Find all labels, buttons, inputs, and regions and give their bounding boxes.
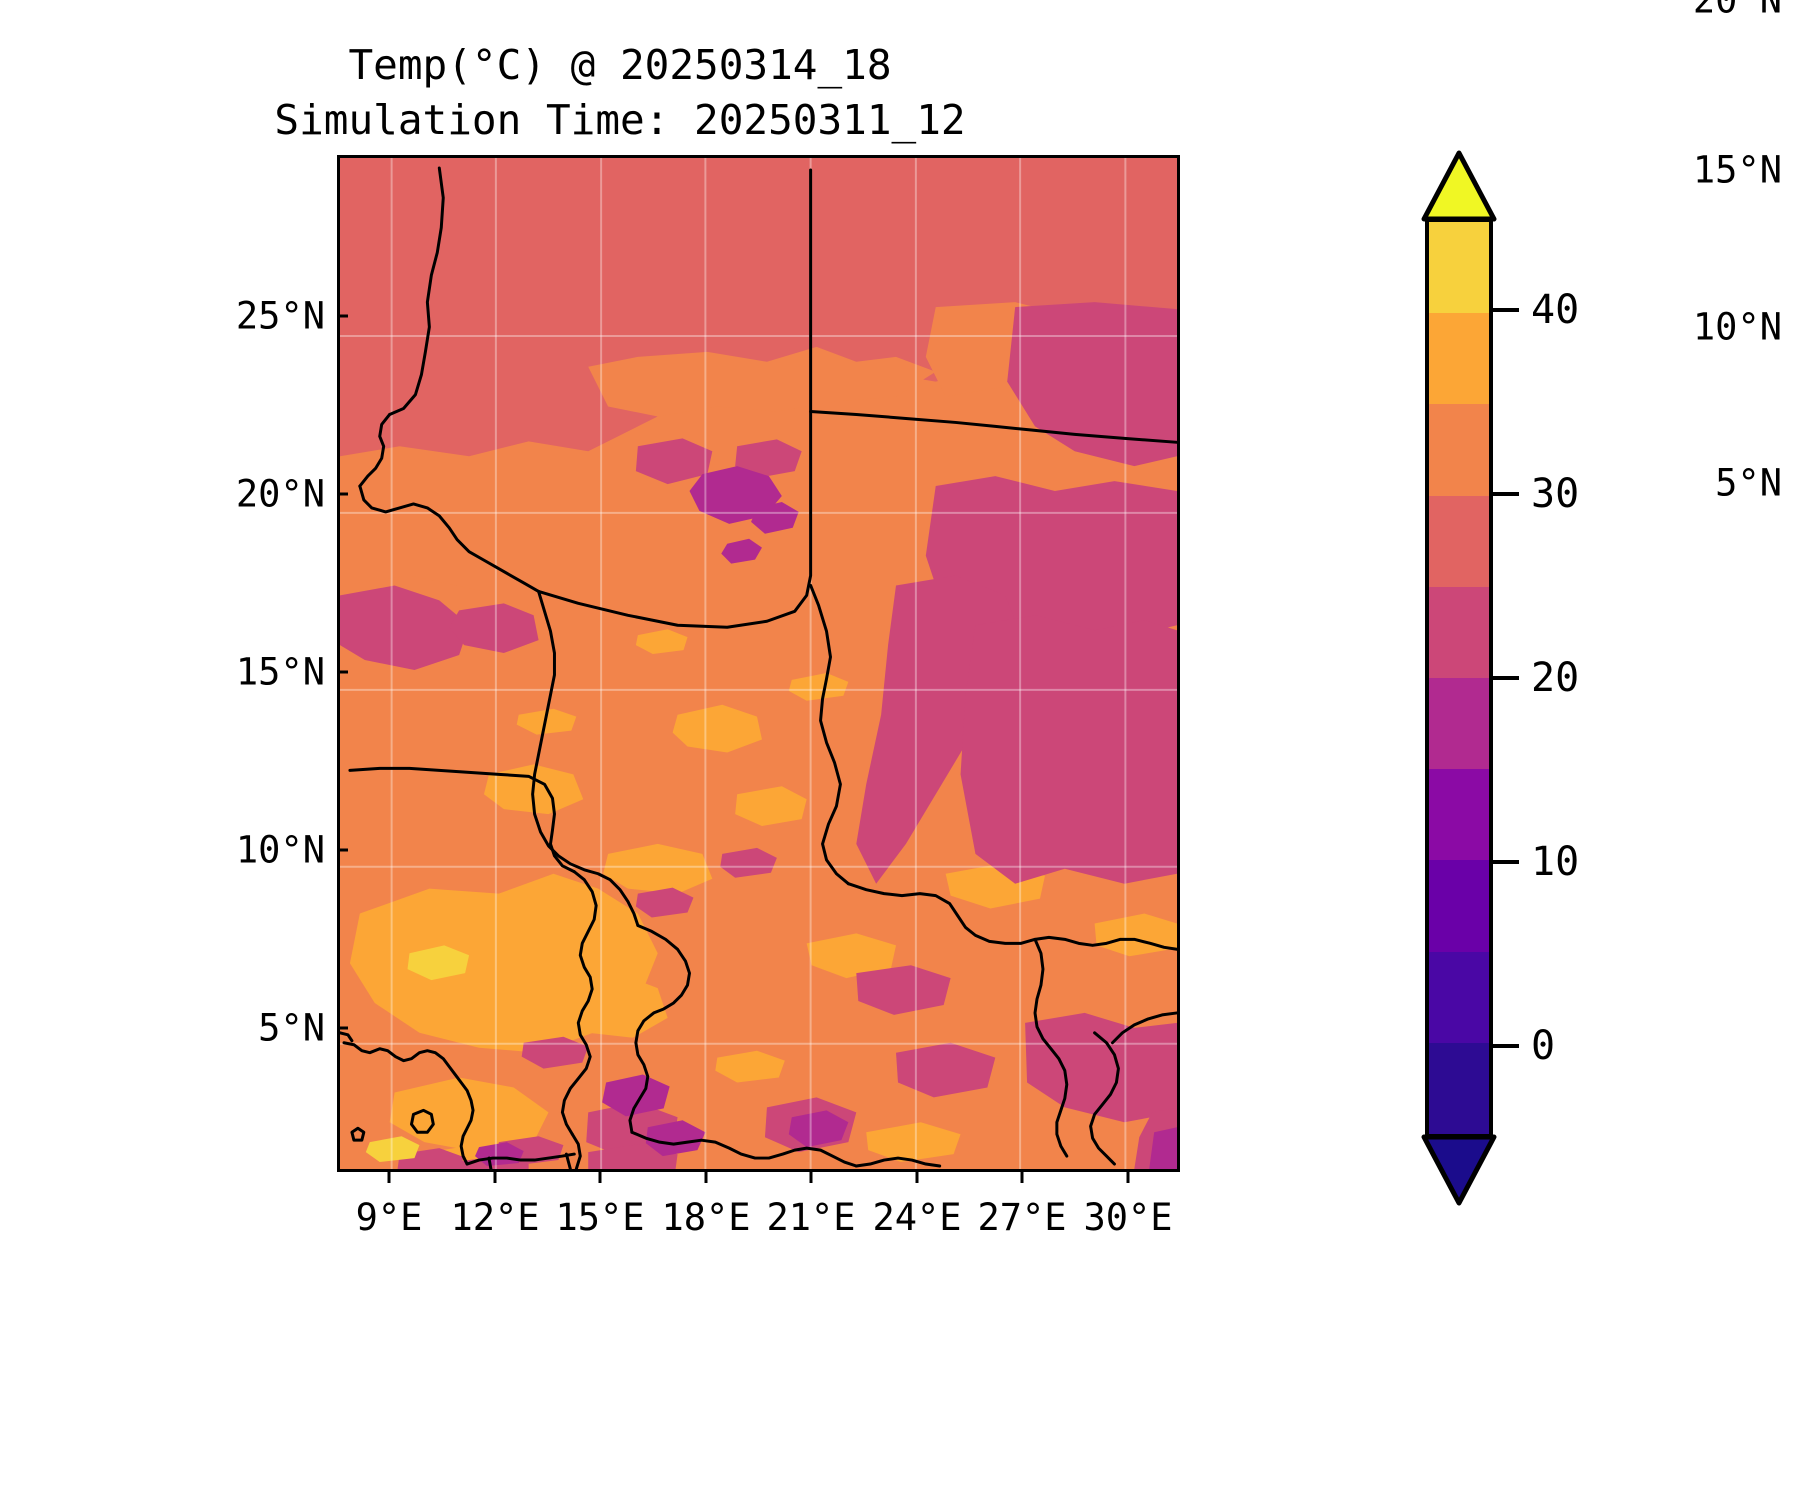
- title-line-primary: Temp(°C) @ 20250314_18: [348, 41, 892, 89]
- ytick-label-5n: 5°N: [1715, 461, 1782, 505]
- ytick-15n: 15°N: [235, 650, 325, 694]
- xtick-15e: 15°E: [555, 1196, 645, 1239]
- colorbar-label-20: 20: [1531, 655, 1580, 701]
- colorbar-label-10: 10: [1531, 839, 1580, 885]
- colorbar-segment-20-25: [1429, 586, 1489, 678]
- colorbar-segment-35-40: [1429, 313, 1489, 405]
- country-borders: [340, 166, 1177, 1169]
- xtick-30e: 30°E: [1083, 1196, 1173, 1239]
- ytick-20n: 20°N: [235, 472, 325, 516]
- colorbar[interactable]: 40 30 20 10 0: [1421, 150, 1755, 1220]
- colorbar-label-30: 30: [1531, 471, 1580, 517]
- ytick-label-15n: 15°N: [1692, 148, 1782, 192]
- xtick-18e: 18°E: [661, 1196, 751, 1239]
- ytick-5n: 5°N: [258, 1006, 325, 1050]
- colorbar-segment-minus5-0: [1429, 1042, 1489, 1134]
- temperature-field: [340, 158, 1177, 1169]
- colorbar-under-arrow: [1421, 1134, 1497, 1206]
- xtick-27e: 27°E: [977, 1196, 1067, 1239]
- ytick-label-20n: 20°N: [1692, 0, 1782, 22]
- colorbar-segment-5-10: [1429, 860, 1489, 952]
- figure-title: Temp(°C) @ 20250314_18 Simulation Time: …: [0, 38, 1240, 148]
- ytick-10n: 10°N: [235, 828, 325, 872]
- colorbar-segment-15-20: [1429, 678, 1489, 770]
- xtick-21e: 21°E: [766, 1196, 856, 1239]
- colorbar-segment-25-30: [1429, 495, 1489, 587]
- x-axis: 9°E 12°E 15°E 18°E 21°E 24°E 27°E 30°E: [0, 1172, 1800, 1252]
- xtick-12e: 12°E: [450, 1196, 540, 1239]
- colorbar-segment-40-45: [1429, 222, 1489, 314]
- xtick-24e: 24°E: [872, 1196, 962, 1239]
- title-line-secondary: Simulation Time: 20250311_12: [274, 96, 966, 144]
- colorbar-gradient[interactable]: [1425, 218, 1493, 1138]
- colorbar-over-arrow: [1421, 150, 1497, 222]
- ytick-25n: 25°N: [235, 294, 325, 338]
- colorbar-segment-0-5: [1429, 951, 1489, 1043]
- colorbar-label-0: 0: [1531, 1023, 1556, 1069]
- map-plot-area[interactable]: [337, 155, 1180, 1172]
- ytick-label-10n: 10°N: [1692, 305, 1782, 349]
- colorbar-segment-10-15: [1429, 769, 1489, 861]
- colorbar-segment-30-35: [1429, 404, 1489, 496]
- xtick-9e: 9°E: [355, 1196, 423, 1239]
- colorbar-label-40: 40: [1531, 287, 1580, 333]
- map-gridlines: [340, 158, 1177, 1169]
